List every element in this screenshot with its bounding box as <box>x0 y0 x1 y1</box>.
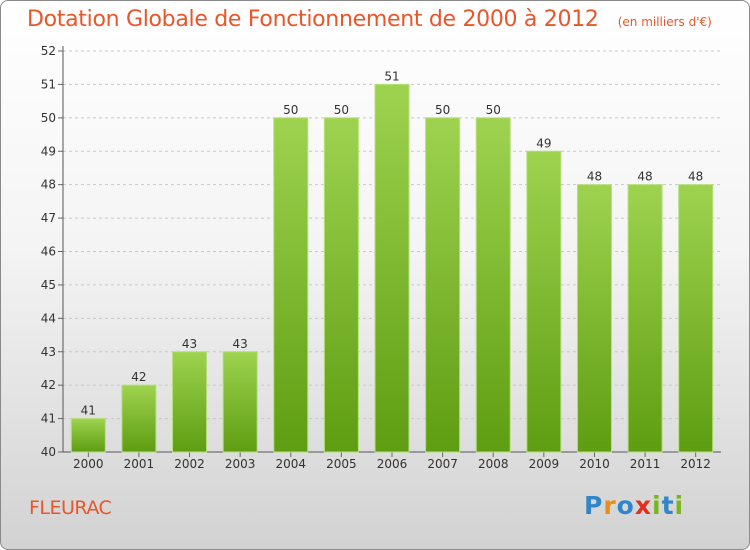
bar-2011 <box>627 184 663 453</box>
bar-2004 <box>273 117 309 453</box>
bar-2008 <box>475 117 511 453</box>
y-tick-label: 51 <box>41 77 56 91</box>
logo-letter: i <box>674 491 685 520</box>
x-tick-label-2001: 2001 <box>124 457 155 471</box>
y-tick-label: 49 <box>41 144 56 158</box>
data-label-2005: 50 <box>334 103 349 117</box>
x-tick-label-2002: 2002 <box>174 457 205 471</box>
bar-2006 <box>374 83 410 453</box>
x-tick-label-2009: 2009 <box>529 457 560 471</box>
data-label-2008: 50 <box>486 103 501 117</box>
x-tick-label-2000: 2000 <box>73 457 104 471</box>
data-label-2009: 49 <box>536 136 551 150</box>
bars <box>70 83 714 453</box>
y-tick-label: 40 <box>41 445 56 459</box>
chart-title: Dotation Globale de Fonctionnement de 20… <box>27 7 599 32</box>
bar-2005 <box>323 117 359 453</box>
bar-2000 <box>70 418 106 453</box>
x-tick-label-2012: 2012 <box>680 457 711 471</box>
y-tick-label: 41 <box>41 412 56 426</box>
x-tick-label-2011: 2011 <box>630 457 661 471</box>
data-label-2003: 43 <box>233 337 248 351</box>
logo-letter: t <box>661 491 675 520</box>
data-label-2006: 51 <box>384 69 399 83</box>
bar-2002 <box>172 351 208 453</box>
data-label-2002: 43 <box>182 337 197 351</box>
y-tick-label: 44 <box>41 311 56 325</box>
data-label-2004: 50 <box>283 103 298 117</box>
chart-unit: (en milliers d'€) <box>617 15 712 29</box>
y-tick-label: 50 <box>41 111 56 125</box>
logo-letter: P <box>584 491 604 520</box>
data-label-2007: 50 <box>435 103 450 117</box>
bar-2001 <box>121 384 157 453</box>
y-tick-label: 47 <box>41 211 56 225</box>
bar-2010 <box>576 184 612 453</box>
x-tick-label-2010: 2010 <box>579 457 610 471</box>
logo-letter: r <box>603 491 617 520</box>
y-tick-label: 52 <box>41 44 56 58</box>
x-tick-label-2006: 2006 <box>377 457 408 471</box>
data-label-2012: 48 <box>688 170 703 184</box>
y-tick-label: 43 <box>41 345 56 359</box>
y-tick-label: 46 <box>41 245 56 259</box>
y-tick-label: 45 <box>41 278 56 292</box>
logo-letter: o <box>616 491 635 520</box>
data-label-2011: 48 <box>637 170 652 184</box>
bar-2009 <box>526 150 562 453</box>
x-tick-label-2007: 2007 <box>427 457 458 471</box>
x-tick-label-2005: 2005 <box>326 457 357 471</box>
title-row: Dotation Globale de Fonctionnement de 20… <box>27 7 712 32</box>
bar-2003 <box>222 351 258 453</box>
commune-name: FLEURAC <box>29 497 112 519</box>
data-label-2000: 41 <box>81 404 96 418</box>
bar-2012 <box>678 184 714 453</box>
logo-letter: i <box>652 491 662 520</box>
bar-2007 <box>425 117 461 453</box>
proxiti-logo[interactable]: Proxiti <box>584 491 684 520</box>
y-tick-label: 48 <box>41 178 56 192</box>
x-tick-label-2004: 2004 <box>275 457 306 471</box>
y-tick-label: 42 <box>41 378 56 392</box>
data-label-2010: 48 <box>587 170 602 184</box>
x-tick-label-2003: 2003 <box>225 457 256 471</box>
data-labels: 41 42 43 43 50 50 51 50 50 49 48 48 48 <box>81 69 704 417</box>
x-tick-label-2008: 2008 <box>478 457 509 471</box>
logo-letter: x <box>634 491 652 520</box>
data-label-2001: 42 <box>131 370 146 384</box>
